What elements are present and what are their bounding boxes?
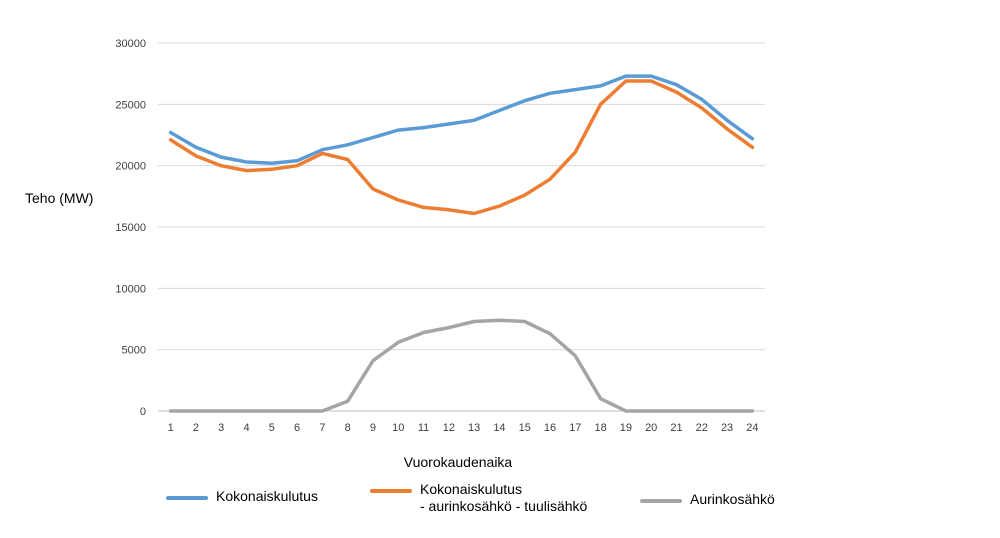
legend-label: Aurinkosähkö — [690, 491, 775, 507]
x-tick-label: 5 — [269, 422, 275, 434]
x-tick-label: 13 — [468, 422, 480, 434]
x-tick-label: 19 — [620, 422, 632, 434]
y-tick-label: 5000 — [122, 345, 146, 357]
x-tick-label: 15 — [519, 422, 531, 434]
x-tick-label: 16 — [544, 422, 556, 434]
x-axis-ticks: 1 2 3 4 5 6 7 8 9 10 11 12 13 14 15 16 17 18 19 20 21 22 23 24 — [168, 422, 759, 434]
x-axis-title: Vuorokaudenaika — [404, 454, 513, 470]
gridlines — [158, 42, 765, 412]
legend-item-kokonaiskulutus-netto: Kokonaiskulutus - aurinkosähkö - tuulisä… — [370, 481, 587, 515]
x-tick-label: 24 — [746, 422, 758, 434]
y-axis-ticks: 0 5000 10000 15000 20000 25000 30000 — [115, 38, 146, 418]
legend-label: Kokonaiskulutus — [216, 488, 318, 504]
x-tick-label: 4 — [243, 422, 249, 434]
y-tick-label: 25000 — [115, 99, 146, 111]
legend-swatch — [370, 489, 412, 493]
x-tick-label: 12 — [443, 422, 455, 434]
y-tick-label: 0 — [140, 406, 146, 418]
x-tick-label: 23 — [721, 422, 733, 434]
series-line-2 — [168, 79, 755, 216]
legend-label: Kokonaiskulutus - aurinkosähkö - tuulisä… — [420, 481, 588, 514]
legend-swatch — [166, 496, 208, 500]
x-tick-label: 8 — [345, 422, 351, 434]
y-tick-label: 15000 — [115, 222, 146, 234]
x-tick-label: 20 — [645, 422, 657, 434]
y-tick-label: 20000 — [115, 161, 146, 173]
x-tick-label: 18 — [594, 422, 606, 434]
legend: Kokonaiskulutus Kokonaiskulutus - aurink… — [0, 478, 1000, 528]
x-tick-label: 17 — [569, 422, 581, 434]
series-lines — [168, 74, 755, 413]
series-line-3 — [168, 318, 755, 413]
x-tick-label: 11 — [418, 422, 429, 434]
x-tick-label: 14 — [493, 422, 505, 434]
x-tick-label: 21 — [670, 422, 682, 434]
series-line-1 — [168, 74, 755, 165]
y-tick-label: 10000 — [115, 283, 146, 295]
x-tick-label: 6 — [294, 422, 300, 434]
legend-swatch — [640, 499, 682, 503]
x-tick-label: 9 — [370, 422, 376, 434]
y-tick-label: 30000 — [115, 38, 146, 50]
x-tick-label: 3 — [218, 422, 224, 434]
legend-item-kokonaiskulutus: Kokonaiskulutus — [166, 488, 318, 505]
x-tick-label: 2 — [193, 422, 199, 434]
legend-item-aurinkosahko: Aurinkosähkö — [640, 491, 775, 508]
y-axis-title: Teho (MW) — [25, 190, 93, 206]
x-tick-label: 1 — [168, 422, 174, 434]
x-tick-label: 22 — [696, 422, 708, 434]
x-tick-label: 7 — [319, 422, 325, 434]
x-tick-label: 10 — [392, 422, 404, 434]
